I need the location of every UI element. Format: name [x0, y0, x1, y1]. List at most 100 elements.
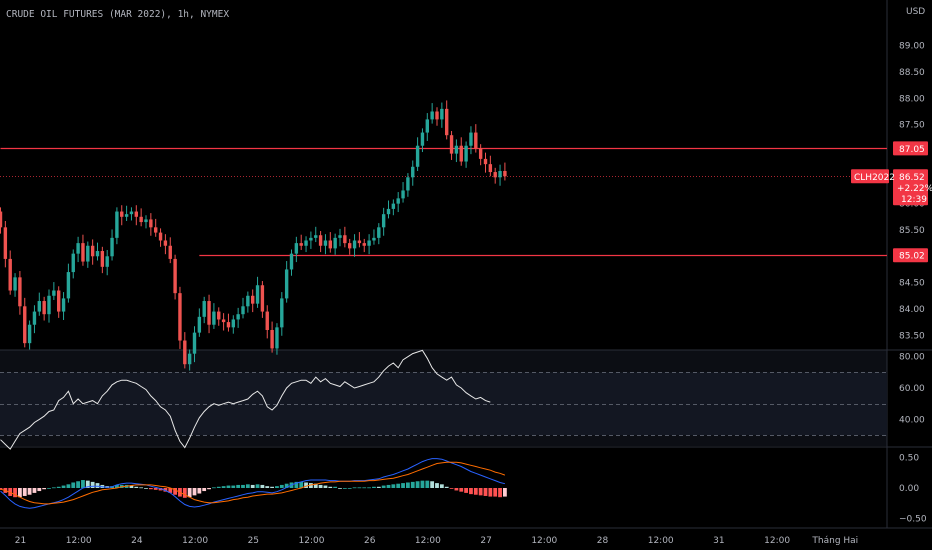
macd-histogram-bar — [71, 482, 76, 488]
macd-histogram-bar — [376, 486, 381, 488]
candle — [158, 228, 163, 247]
macd-histogram-bar — [435, 483, 439, 488]
macd-histogram-bar — [347, 488, 352, 489]
candle — [406, 173, 410, 197]
candle-body — [212, 311, 216, 325]
candle-body — [27, 324, 32, 344]
macd-histogram-bar — [182, 488, 187, 498]
candle — [435, 107, 439, 126]
macd-histogram-bar — [279, 484, 284, 488]
macd-histogram-bar — [478, 488, 483, 496]
macd-histogram-bar — [241, 484, 245, 488]
candle — [144, 215, 148, 229]
time-tick-label: Tháng Hai — [811, 536, 858, 546]
candle — [226, 313, 231, 332]
horizontal-lines — [0, 147, 887, 257]
candle — [289, 249, 294, 276]
time-tick-label: 26 — [364, 536, 376, 546]
candle — [474, 124, 478, 153]
candle-body — [449, 135, 454, 154]
candle — [396, 192, 400, 213]
macd-histogram-bar — [216, 486, 221, 488]
time-tick-label: 25 — [248, 536, 259, 546]
macd-histogram-bar — [158, 488, 163, 491]
macd-histogram-bar — [406, 482, 410, 488]
macd-histogram-bar — [260, 484, 265, 488]
candle — [464, 141, 468, 168]
macd-panel: −0.50 0.00 0.50 — [0, 453, 927, 525]
candle — [183, 332, 187, 369]
macd-histogram-bar — [454, 488, 459, 491]
candle-body — [236, 314, 240, 320]
macd-histogram-bar — [129, 485, 134, 488]
currency-label: USD — [906, 7, 925, 17]
macd-histogram-bar — [153, 488, 158, 490]
candle-body — [178, 293, 182, 341]
candle — [0, 207, 3, 234]
price-tick-label: 84.50 — [899, 279, 925, 289]
candle-body — [488, 164, 493, 173]
rsi-panel: 40.00 60.00 80.00 — [0, 349, 925, 450]
candle-body — [401, 190, 405, 199]
candle-body — [0, 211, 3, 228]
macd-histogram-bar — [27, 488, 32, 495]
candle-body — [299, 243, 303, 246]
macd-histogram-bar — [207, 488, 211, 490]
time-tick-label: 12:00 — [648, 536, 674, 546]
candle — [100, 246, 105, 274]
candle — [8, 250, 12, 295]
candle-body — [275, 327, 279, 349]
candle — [173, 254, 177, 300]
candle — [251, 289, 255, 313]
current-price-change: +2.22% — [897, 184, 932, 194]
candle — [478, 144, 483, 166]
candle-body — [187, 353, 192, 365]
candle — [449, 130, 454, 160]
current-price-tag — [893, 169, 928, 206]
macd-histogram-bar — [313, 483, 318, 488]
candle — [488, 155, 493, 177]
price-tick-label: 87.50 — [899, 121, 925, 131]
candle — [202, 296, 206, 324]
candle — [284, 261, 289, 303]
macd-tick-label: −0.50 — [899, 515, 927, 525]
candle-body — [134, 211, 138, 217]
macd-histogram-bar — [56, 486, 61, 488]
time-tick-label: 12:00 — [415, 536, 441, 546]
candle-body — [144, 219, 148, 223]
candle — [333, 233, 337, 255]
candle — [27, 320, 32, 350]
candle-body — [168, 245, 172, 259]
candle — [23, 297, 27, 348]
candle-body — [32, 311, 37, 325]
candle-body — [454, 145, 459, 154]
candle-body — [71, 253, 75, 273]
candle-body — [57, 290, 61, 312]
candle-body — [348, 243, 352, 249]
candle — [381, 207, 386, 236]
macd-histogram-bar — [338, 488, 342, 489]
candle-body — [289, 253, 294, 270]
macd-histogram-bar — [488, 488, 493, 497]
time-axis: 21 12:00 24 12:00 25 12:00 26 12:00 27 12:00 28 12:… — [15, 536, 858, 546]
macd-histogram-bar — [275, 486, 279, 488]
macd-histogram-bar — [13, 488, 17, 498]
candle — [343, 226, 347, 248]
macd-histogram-bar — [32, 488, 37, 493]
candle — [52, 282, 56, 300]
candle-body — [260, 285, 265, 312]
macd-histogram-bar — [221, 486, 226, 488]
candle — [37, 292, 41, 316]
candle — [323, 234, 328, 255]
candle-body — [396, 198, 400, 204]
candle-body — [474, 132, 478, 149]
candle-body — [406, 177, 410, 191]
candle-body — [430, 111, 434, 120]
time-tick-label: 24 — [131, 536, 143, 546]
time-tick-label: 21 — [15, 536, 26, 546]
rsi-band-fill — [0, 372, 887, 436]
candle-body — [192, 332, 197, 354]
candle-body — [95, 251, 100, 257]
time-tick-label: 12:00 — [66, 536, 92, 546]
